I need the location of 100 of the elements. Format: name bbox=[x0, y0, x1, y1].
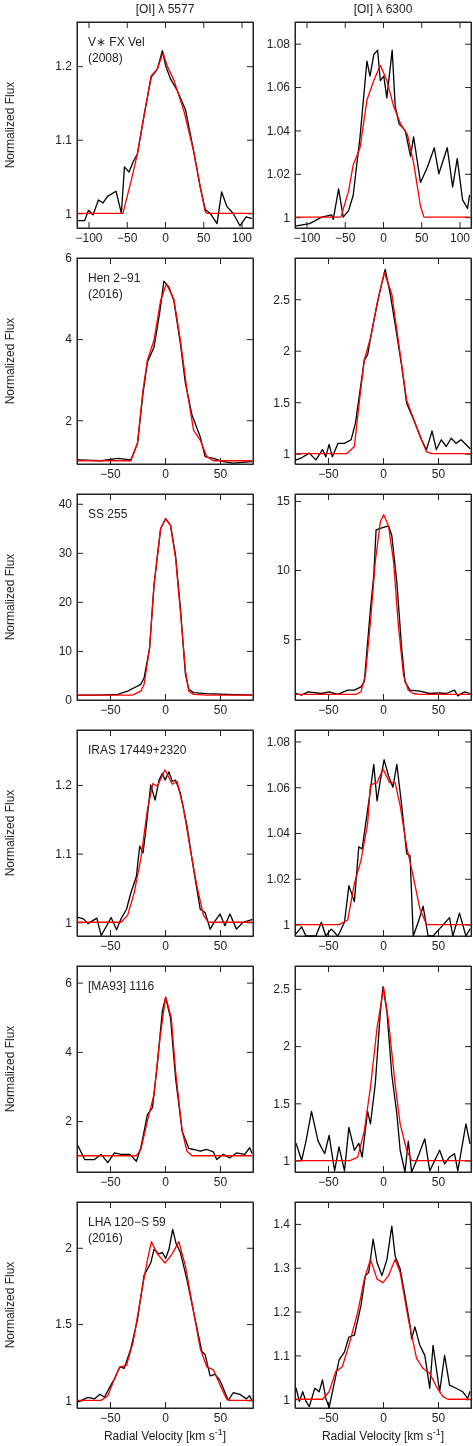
x-tick-label: 50 bbox=[197, 230, 211, 245]
y-tick-label: 4 bbox=[65, 1045, 73, 1060]
annotation: LHA 120−S 59 bbox=[88, 1215, 167, 1229]
x-tick-label: −100 bbox=[75, 230, 103, 245]
y-tick-label: 1.1 bbox=[55, 133, 73, 148]
x-tick-label: 0 bbox=[162, 702, 170, 717]
y-tick-label: 2.5 bbox=[273, 982, 291, 997]
annotation: SS 255 bbox=[88, 507, 128, 521]
y-tick-label: 1.08 bbox=[266, 37, 291, 52]
annotation: (2016) bbox=[88, 287, 123, 301]
y-tick-label: 1.1 bbox=[273, 1348, 291, 1363]
x-tick-label: −50 bbox=[100, 938, 121, 953]
y-tick-label: 1 bbox=[65, 1393, 73, 1408]
x-tick-label: −50 bbox=[318, 1174, 339, 1189]
y-tick-label: 2 bbox=[283, 1039, 291, 1054]
y-tick-label: 40 bbox=[58, 497, 73, 512]
y-tick-label: 1 bbox=[283, 917, 291, 932]
y-tick-label: 6 bbox=[65, 251, 73, 266]
y-axis-title: Normalized Flux bbox=[3, 789, 17, 877]
y-tick-label: 1.06 bbox=[266, 780, 291, 795]
y-axis-title: Normalized Flux bbox=[3, 317, 17, 405]
y-tick-label: 1.02 bbox=[266, 872, 291, 887]
x-tick-label: −50 bbox=[318, 466, 339, 481]
x-tick-label: −50 bbox=[318, 938, 339, 953]
x-tick-label: 0 bbox=[380, 938, 388, 953]
x-tick-label: 0 bbox=[380, 702, 388, 717]
y-tick-label: 2 bbox=[65, 1114, 73, 1129]
y-tick-label: 1 bbox=[283, 447, 291, 462]
x-tick-label: 50 bbox=[431, 466, 446, 481]
y-tick-label: 1.06 bbox=[266, 80, 291, 95]
annotation: [MA93] 1116 bbox=[88, 979, 155, 993]
y-tick-label: 20 bbox=[58, 595, 73, 610]
x-tick-label: 50 bbox=[415, 230, 429, 245]
x-tick-label: 50 bbox=[431, 1410, 446, 1425]
x-tick-label: 0 bbox=[380, 1410, 388, 1425]
x-tick-label: 50 bbox=[213, 702, 228, 717]
x-tick-label: −50 bbox=[100, 1410, 121, 1425]
y-tick-label: 1.2 bbox=[55, 778, 73, 793]
y-tick-label: 1.04 bbox=[266, 826, 291, 841]
x-tick-label: −50 bbox=[100, 1174, 121, 1189]
chart-title: [OI] λ 6300 bbox=[353, 2, 413, 16]
x-tick-label: 50 bbox=[213, 938, 228, 953]
x-tick-label: 50 bbox=[431, 702, 446, 717]
y-tick-label: 2 bbox=[65, 1241, 73, 1256]
annotation: (2016) bbox=[88, 1231, 123, 1245]
y-tick-label: 2 bbox=[283, 344, 291, 359]
x-tick-label: 100 bbox=[232, 230, 253, 245]
x-tick-label: 50 bbox=[431, 938, 446, 953]
x-tick-label: −50 bbox=[318, 1410, 339, 1425]
x-tick-label: 50 bbox=[213, 1174, 228, 1189]
x-tick-label: 0 bbox=[380, 466, 388, 481]
x-tick-label: 0 bbox=[162, 1410, 170, 1425]
chart-title: [OI] λ 5577 bbox=[135, 2, 195, 16]
x-tick-label: 0 bbox=[162, 466, 170, 481]
y-tick-label: 1.5 bbox=[55, 1317, 73, 1332]
y-tick-label: 4 bbox=[65, 332, 73, 347]
y-tick-label: 1.2 bbox=[55, 59, 73, 74]
x-tick-label: 0 bbox=[380, 230, 388, 245]
y-tick-label: 1.4 bbox=[273, 1217, 291, 1232]
y-tick-label: 1.04 bbox=[266, 123, 291, 138]
x-tick-label: 50 bbox=[431, 1174, 446, 1189]
annotation: Hen 2−91 bbox=[88, 271, 141, 285]
y-tick-label: 15 bbox=[276, 494, 291, 509]
y-tick-label: 1.5 bbox=[273, 1096, 291, 1111]
y-tick-label: 2.5 bbox=[273, 292, 291, 307]
x-tick-label: 100 bbox=[450, 230, 471, 245]
y-tick-label: 1 bbox=[283, 1392, 291, 1407]
x-tick-label: −100 bbox=[293, 230, 321, 245]
y-tick-label: 1 bbox=[283, 210, 291, 225]
x-axis-title: Radial Velocity [km s$^{-1}$] bbox=[321, 1427, 445, 1443]
y-tick-label: 10 bbox=[276, 563, 291, 578]
y-tick-label: 1.02 bbox=[266, 167, 291, 182]
y-tick-label: 5 bbox=[283, 632, 291, 647]
annotation: IRAS 17449+2320 bbox=[88, 743, 187, 757]
y-axis-title: Normalized Flux bbox=[3, 1025, 17, 1113]
y-tick-label: 2 bbox=[65, 413, 73, 428]
y-tick-label: 1.1 bbox=[55, 846, 73, 861]
x-tick-label: 0 bbox=[162, 938, 170, 953]
y-tick-label: 1.2 bbox=[273, 1304, 291, 1319]
y-tick-label: 1 bbox=[65, 206, 73, 221]
x-tick-label: −50 bbox=[318, 702, 339, 717]
x-tick-label: −50 bbox=[335, 230, 356, 245]
x-tick-label: 50 bbox=[213, 1410, 228, 1425]
y-axis-title: Normalized Flux bbox=[3, 553, 17, 641]
y-tick-label: 10 bbox=[58, 644, 73, 659]
x-axis-title: Radial Velocity [km s$^{-1}$] bbox=[103, 1427, 227, 1443]
y-tick-label: 1.5 bbox=[273, 395, 291, 410]
x-tick-label: −50 bbox=[100, 702, 121, 717]
x-tick-label: 0 bbox=[380, 1174, 388, 1189]
x-tick-label: 50 bbox=[213, 466, 228, 481]
y-tick-label: 1 bbox=[65, 915, 73, 930]
annotation: (2008) bbox=[88, 51, 123, 65]
y-tick-label: 1 bbox=[283, 1153, 291, 1168]
x-tick-label: 0 bbox=[162, 230, 170, 245]
y-tick-label: 30 bbox=[58, 546, 73, 561]
y-tick-label: 6 bbox=[65, 975, 73, 990]
x-tick-label: 0 bbox=[162, 1174, 170, 1189]
annotation: V∗ FX Vel bbox=[88, 35, 145, 49]
y-axis-title: Normalized Flux bbox=[3, 1261, 17, 1349]
x-tick-label: −50 bbox=[100, 466, 121, 481]
